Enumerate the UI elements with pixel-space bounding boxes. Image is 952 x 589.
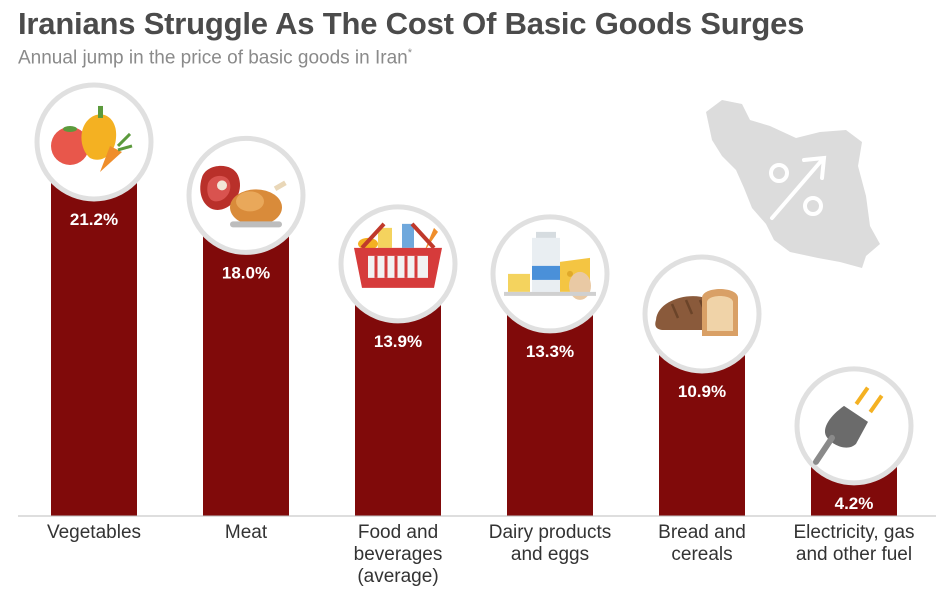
category-label-0: Vegetables xyxy=(47,522,141,543)
vegetables-icon xyxy=(34,82,154,202)
electric-plug-icon xyxy=(794,366,914,486)
category-label-5: Electricity, gas and other fuel xyxy=(793,522,914,565)
category-label-1: Meat xyxy=(225,522,268,543)
category-label-2: Food and beverages (average) xyxy=(354,522,443,587)
value-label-4: 10.9% xyxy=(678,382,726,401)
value-label-1: 18.0% xyxy=(222,263,270,282)
bar-1 xyxy=(203,215,289,516)
category-label-3: Dairy products and eggs xyxy=(489,522,612,565)
value-label-0: 21.2% xyxy=(70,210,118,229)
value-label-2: 13.9% xyxy=(374,332,422,351)
grocery-basket-icon xyxy=(338,204,458,324)
meat-icon xyxy=(186,135,306,255)
subtitle-text: Annual jump in the price of basic goods … xyxy=(18,47,408,69)
bar-0 xyxy=(51,161,137,516)
iran-map-percent-icon xyxy=(706,100,880,268)
chart-subtitle: Annual jump in the price of basic goods … xyxy=(18,47,412,69)
category-label-4: Bread and cereals xyxy=(658,522,746,565)
dairy-icon xyxy=(490,214,610,334)
bread-icon xyxy=(642,254,762,374)
chart-title: Iranians Struggle As The Cost Of Basic G… xyxy=(18,6,805,41)
value-label-3: 13.3% xyxy=(526,342,574,361)
subtitle-footnote-mark: * xyxy=(407,47,413,59)
value-label-5: 4.2% xyxy=(835,494,874,513)
